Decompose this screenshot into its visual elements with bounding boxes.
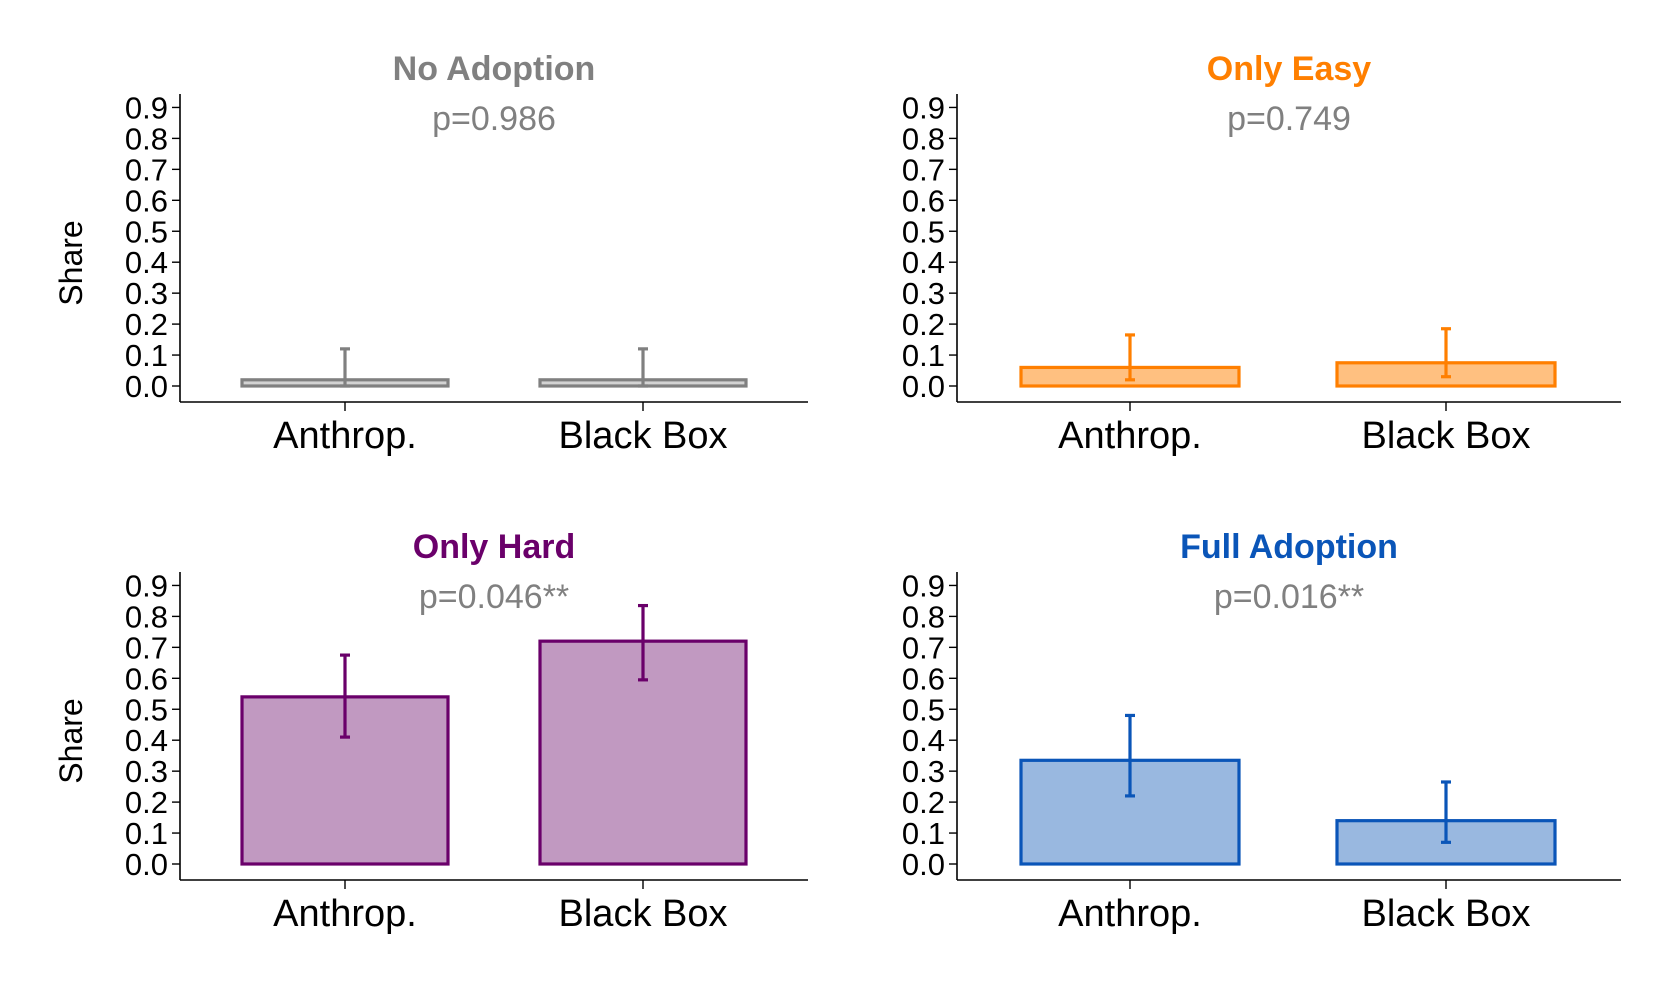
chart-panel-2: Only Easy p=0.749 0.00.10.20.30.40.50.60.7… bbox=[902, 50, 1621, 457]
chart-panel-4: Full Adoption p=0.016** 0.00.10.20.30.40.5… bbox=[902, 528, 1621, 935]
y-tick-label: 0.8 bbox=[125, 599, 168, 634]
x-tick-label: Anthrop. bbox=[1058, 893, 1202, 935]
y-tick-label: 0.2 bbox=[125, 307, 168, 342]
y-tick-label: 0.2 bbox=[902, 307, 945, 342]
x-tick-label: Black Box bbox=[1362, 893, 1531, 935]
y-tick-label: 0.7 bbox=[125, 630, 168, 665]
y-tick-label: 0.9 bbox=[902, 90, 945, 125]
x-tick-label: Black Box bbox=[559, 415, 728, 457]
chart-panel-1: No Adoptionp=0.986Share0.00.10.20.30.40.… bbox=[53, 50, 808, 457]
x-tick-label: Anthrop. bbox=[273, 893, 417, 935]
y-tick-label: 0.6 bbox=[125, 661, 168, 696]
y-tick-label: 0.8 bbox=[125, 121, 168, 156]
y-tick-label: 0.0 bbox=[902, 369, 945, 404]
y-tick-label: 0.4 bbox=[125, 723, 168, 758]
y-tick-label: 0.1 bbox=[125, 338, 168, 373]
p-value-annotation: p=0.749 bbox=[1227, 100, 1351, 138]
y-tick-label: 0.0 bbox=[902, 847, 945, 882]
y-tick-label: 0.6 bbox=[902, 183, 945, 218]
y-tick-label: 0.1 bbox=[902, 338, 945, 373]
y-tick-label: 0.7 bbox=[902, 630, 945, 665]
y-tick-label: 0.8 bbox=[902, 121, 945, 156]
y-tick-label: 0.3 bbox=[125, 276, 168, 311]
x-tick-label: Anthrop. bbox=[1058, 415, 1202, 457]
y-tick-label: 0.0 bbox=[125, 847, 168, 882]
y-tick-label: 0.7 bbox=[902, 152, 945, 187]
y-tick-label: 0.3 bbox=[125, 754, 168, 789]
y-tick-label: 0.0 bbox=[125, 369, 168, 404]
chart-panel-3: Only Hardp=0.046**Share0.00.10.20.30.40.… bbox=[53, 528, 808, 935]
x-tick-label: Anthrop. bbox=[273, 415, 417, 457]
y-tick-label: 0.3 bbox=[902, 276, 945, 311]
y-tick-label: 0.5 bbox=[125, 692, 168, 727]
panel-title: No Adoption bbox=[393, 50, 596, 88]
y-tick-label: 0.1 bbox=[902, 816, 945, 851]
p-value-annotation: p=0.986 bbox=[432, 100, 556, 138]
y-tick-label: 0.1 bbox=[125, 816, 168, 851]
p-value-annotation: p=0.016** bbox=[1214, 578, 1364, 616]
y-tick-label: 0.4 bbox=[125, 245, 168, 280]
y-axis-label: Share bbox=[53, 220, 89, 305]
y-tick-label: 0.5 bbox=[902, 692, 945, 727]
y-tick-label: 0.6 bbox=[125, 183, 168, 218]
y-tick-label: 0.9 bbox=[902, 568, 945, 603]
y-tick-label: 0.9 bbox=[125, 568, 168, 603]
panel-title: Only Easy bbox=[1207, 50, 1372, 88]
y-tick-label: 0.2 bbox=[902, 785, 945, 820]
y-tick-label: 0.5 bbox=[125, 214, 168, 249]
panel-title: Only Hard bbox=[413, 528, 575, 566]
y-tick-label: 0.6 bbox=[902, 661, 945, 696]
y-tick-label: 0.8 bbox=[902, 599, 945, 634]
y-tick-label: 0.7 bbox=[125, 152, 168, 187]
y-axis-label: Share bbox=[53, 698, 89, 783]
panel-title: Full Adoption bbox=[1180, 528, 1398, 566]
y-tick-label: 0.4 bbox=[902, 723, 945, 758]
y-tick-label: 0.3 bbox=[902, 754, 945, 789]
y-tick-label: 0.2 bbox=[125, 785, 168, 820]
y-tick-label: 0.4 bbox=[902, 245, 945, 280]
x-tick-label: Black Box bbox=[559, 893, 728, 935]
p-value-annotation: p=0.046** bbox=[419, 578, 569, 616]
y-tick-label: 0.5 bbox=[902, 214, 945, 249]
x-tick-label: Black Box bbox=[1362, 415, 1531, 457]
y-tick-label: 0.9 bbox=[125, 90, 168, 125]
